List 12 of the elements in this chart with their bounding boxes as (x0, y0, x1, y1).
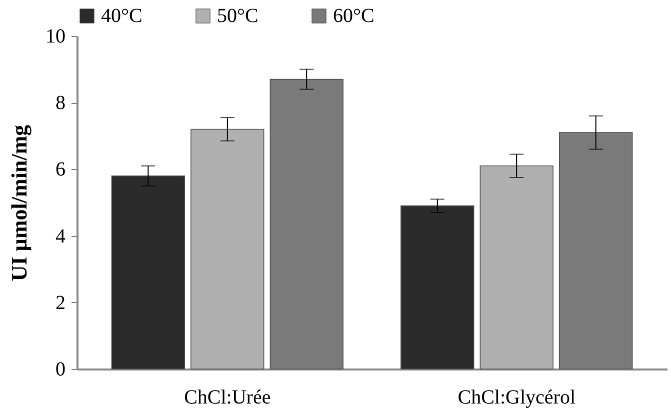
x-tick-label: ChCl:Urée (184, 386, 271, 408)
legend-label: 50°C (217, 5, 258, 27)
y-tick-label: 4 (56, 225, 66, 248)
y-tick-label: 0 (56, 358, 66, 380)
y-axis-title: UI µmol/min/mg (6, 124, 32, 282)
legend-label: 40°C (101, 5, 142, 27)
y-tick-label: 10 (46, 26, 66, 48)
legend-label: 60°C (333, 5, 374, 27)
y-tick-label: 2 (56, 292, 66, 314)
y-tick-label: 6 (56, 158, 66, 181)
x-tick-label: ChCl:Glycérol (458, 386, 576, 408)
y-tick-label: 8 (56, 92, 66, 114)
